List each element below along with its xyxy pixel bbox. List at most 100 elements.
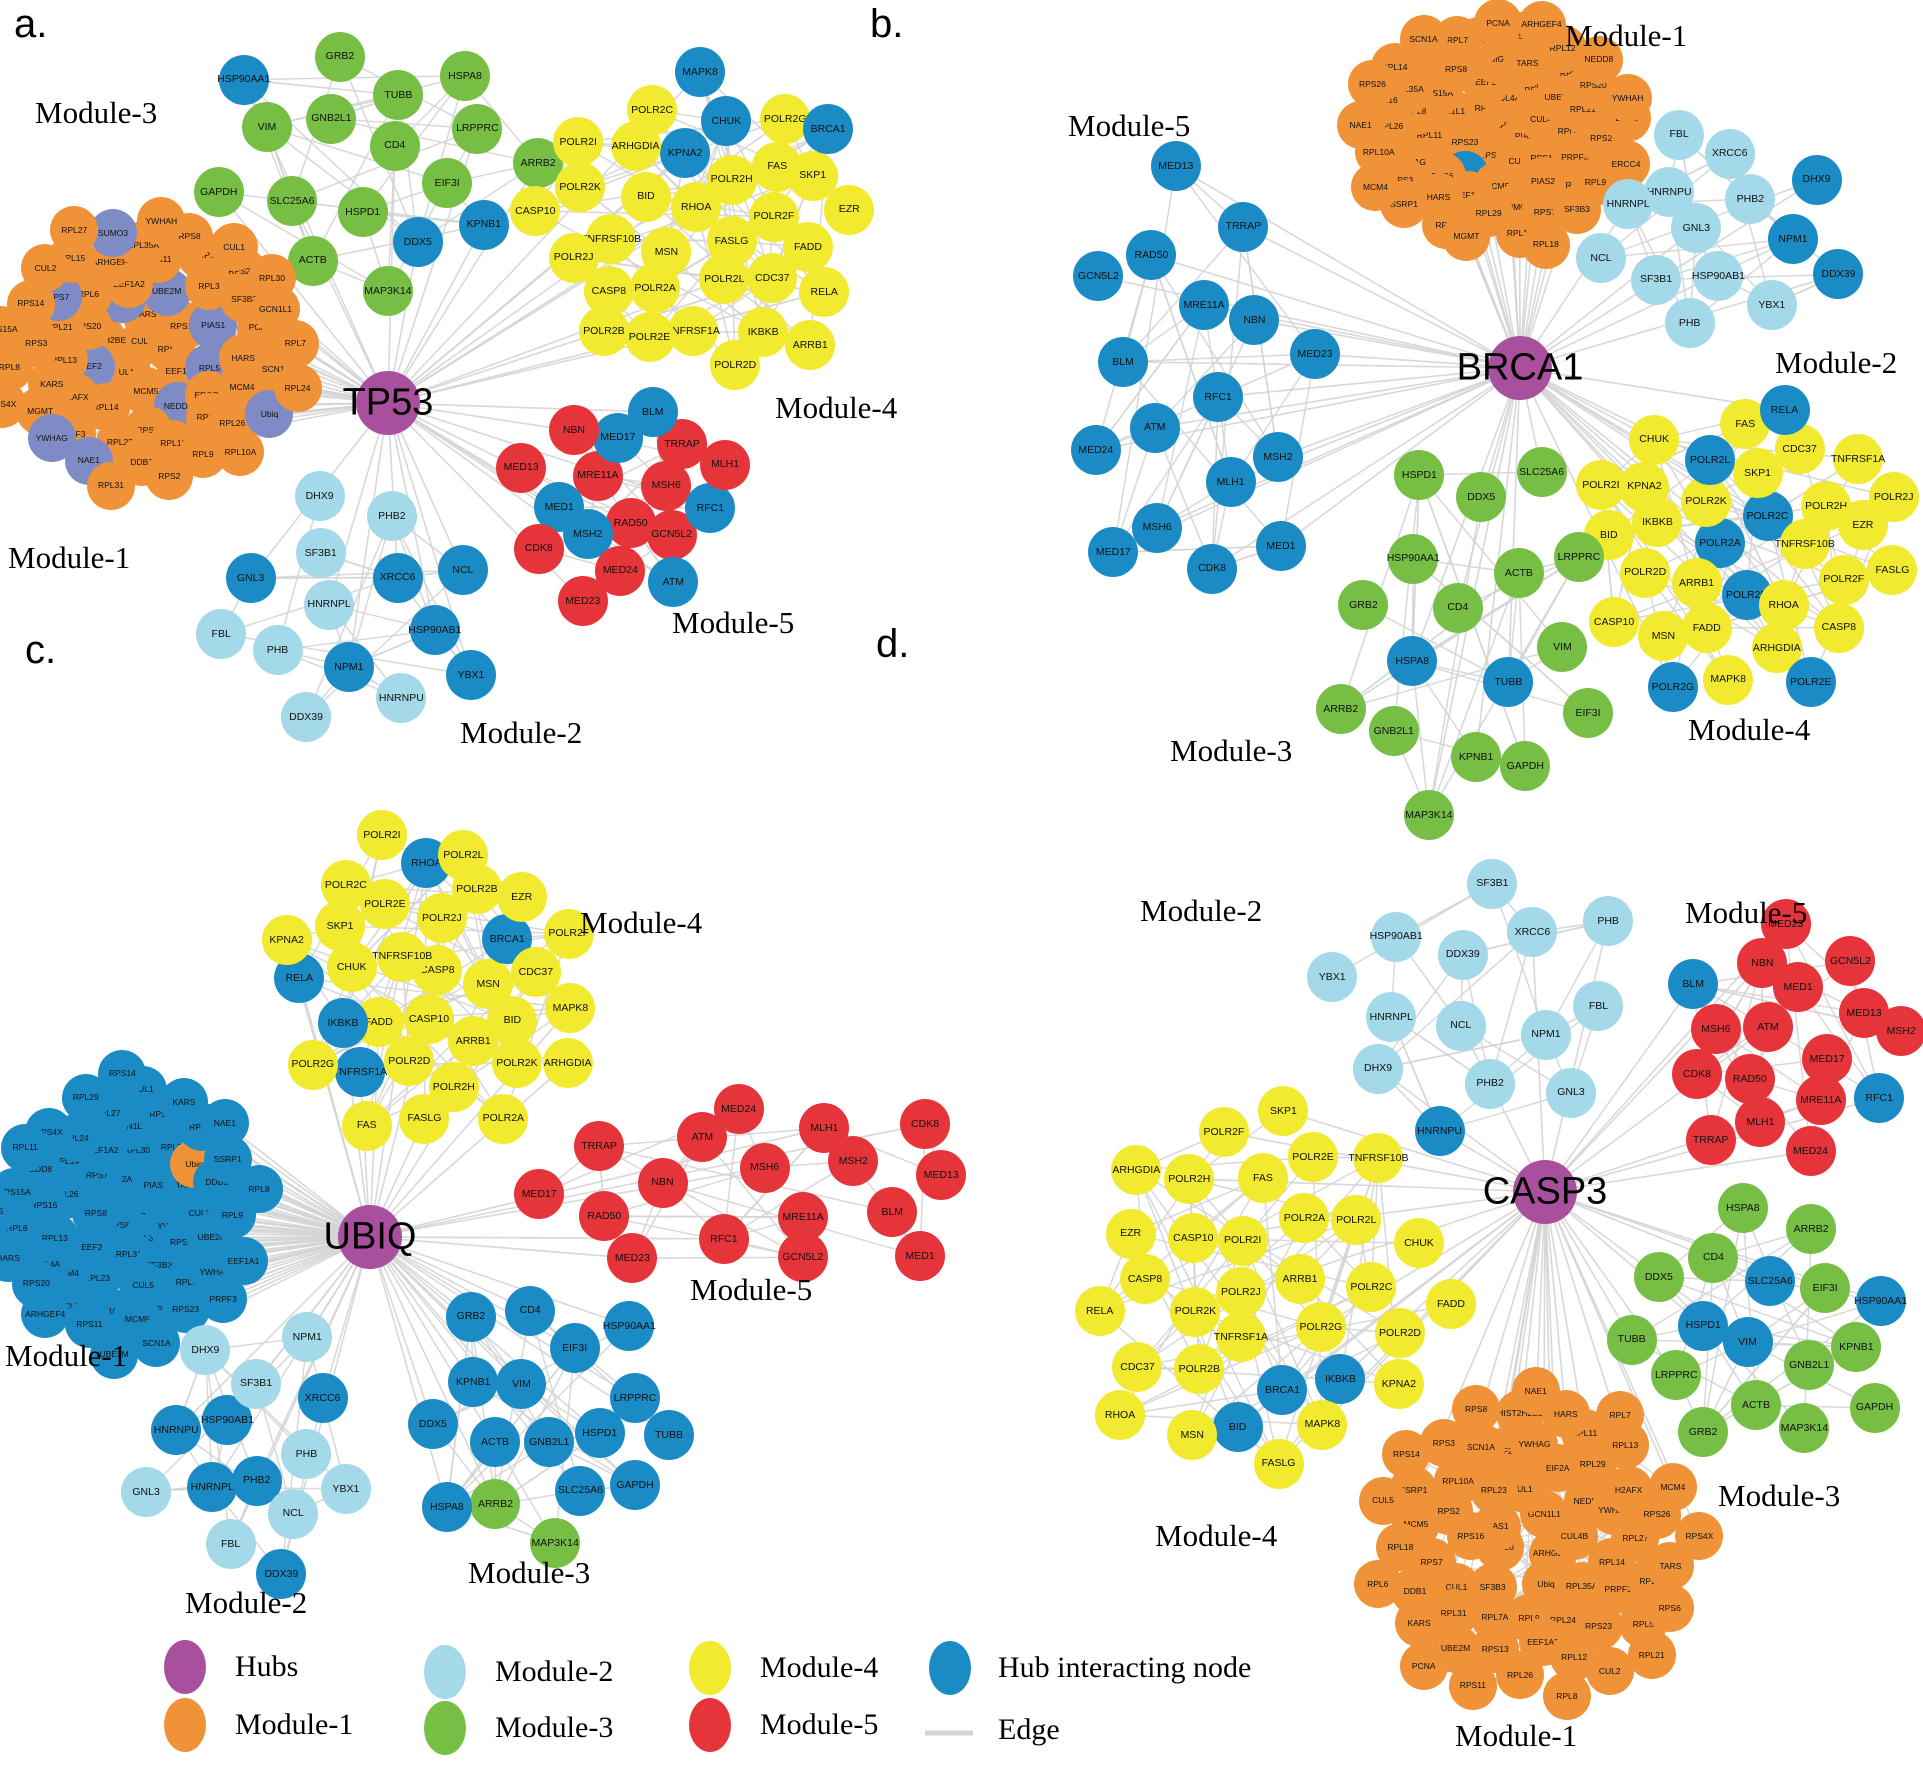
node-polr2i[interactable]: POLR2I [553, 117, 604, 168]
node-ddx5[interactable]: DDX5 [1456, 472, 1507, 523]
node-hsp90ab1[interactable]: HSP90AB1 [1692, 250, 1745, 301]
node-map3k14[interactable]: MAP3K14 [530, 1517, 581, 1568]
node-chuk[interactable]: CHUK [701, 96, 752, 147]
node-lrpprc[interactable]: LRPPRC [610, 1372, 661, 1423]
node-blm[interactable]: BLM [627, 386, 678, 437]
node-mapk8[interactable]: MAPK8 [675, 47, 726, 98]
node-brca1[interactable]: BRCA1 [803, 104, 854, 155]
node-mcm4[interactable]: MCM4 [1351, 163, 1400, 212]
node-cd4[interactable]: CD4 [369, 120, 420, 171]
node-med23[interactable]: MED23 [557, 576, 608, 627]
node-xrcc6[interactable]: XRCC6 [297, 1373, 348, 1424]
node-hspa8[interactable]: HSPA8 [421, 1482, 472, 1533]
node-eif3i[interactable]: EIF3I [1800, 1262, 1851, 1313]
node-fbl[interactable]: FBL [1654, 109, 1705, 160]
node-polr2h[interactable]: POLR2H [1164, 1153, 1215, 1204]
node-gnb2l1[interactable]: GNB2L1 [524, 1417, 575, 1468]
node-rps11[interactable]: RPS11 [1448, 1661, 1497, 1710]
hub-brca1[interactable] [1488, 336, 1552, 400]
node-med23[interactable]: MED23 [607, 1233, 658, 1284]
node-ncl[interactable]: NCL [1435, 1000, 1486, 1051]
node-mlh1[interactable]: MLH1 [799, 1102, 850, 1153]
node-rps8[interactable]: RPS8 [1452, 1384, 1501, 1433]
node-fbl[interactable]: FBL [1573, 981, 1624, 1032]
node-mapk8[interactable]: MAPK8 [1297, 1399, 1348, 1450]
node-rpl10a[interactable]: RPL10A [216, 428, 265, 477]
node-cul2[interactable]: CUL2 [21, 243, 70, 292]
node-cul2[interactable]: CUL2 [1585, 1647, 1634, 1696]
node-rfc1[interactable]: RFC1 [1193, 371, 1244, 422]
node-arrb2[interactable]: ARRB2 [1786, 1204, 1837, 1255]
node-msh6[interactable]: MSH6 [739, 1142, 790, 1193]
node-fadd[interactable]: FADD [782, 222, 833, 273]
node-hsp90aa1[interactable]: HSP90AA1 [217, 54, 270, 105]
node-rad50[interactable]: RAD50 [579, 1191, 630, 1242]
node-msh2[interactable]: MSH2 [1876, 1006, 1923, 1057]
node-hnrnpl[interactable]: HNRNPL [304, 579, 355, 630]
node-polr2d[interactable]: POLR2D [384, 1036, 435, 1086]
node-nbn[interactable]: NBN [1229, 294, 1280, 345]
node-polr2b[interactable]: POLR2B [578, 306, 629, 357]
node-ezr[interactable]: EZR [1105, 1208, 1156, 1259]
node-fas[interactable]: FAS [341, 1100, 392, 1151]
node-ywhah[interactable]: YWHAH [137, 197, 186, 246]
node-phb[interactable]: PHB [252, 624, 303, 675]
node-med17[interactable]: MED17 [514, 1169, 565, 1220]
node-rpl31[interactable]: RPL31 [86, 461, 135, 510]
node-phb2[interactable]: PHB2 [366, 491, 417, 542]
node-prpf3[interactable]: PRPF3 [199, 1275, 248, 1324]
node-atm[interactable]: ATM [648, 557, 699, 608]
node-dhx9[interactable]: DHX9 [180, 1325, 231, 1376]
node-polr2d[interactable]: POLR2D [1375, 1308, 1426, 1359]
node-polr2j[interactable]: POLR2J [1215, 1267, 1266, 1318]
hub-tp53[interactable] [356, 371, 420, 435]
node-rela[interactable]: RELA [1074, 1285, 1125, 1336]
node-cdk8[interactable]: CDK8 [1672, 1049, 1723, 1100]
node-gapdh[interactable]: GAPDH [609, 1460, 660, 1511]
node-gapdh[interactable]: GAPDH [193, 167, 244, 218]
node-actb[interactable]: ACTB [1730, 1380, 1781, 1431]
node-casp8[interactable]: CASP8 [1120, 1253, 1171, 1304]
node-polr2j[interactable]: POLR2J [548, 232, 599, 283]
node-polr2k[interactable]: POLR2K [1170, 1286, 1221, 1337]
node-ddx5[interactable]: DDX5 [407, 1398, 458, 1449]
node-mcm4[interactable]: MCM4 [1648, 1463, 1697, 1512]
node-kpnb1[interactable]: KPNB1 [1831, 1321, 1882, 1372]
node-faslg[interactable]: FASLG [1253, 1438, 1304, 1489]
node-gnl3[interactable]: GNL3 [1545, 1067, 1596, 1118]
node-rpl8[interactable]: RPL8 [234, 1164, 283, 1213]
node-casp10[interactable]: CASP10 [510, 185, 561, 236]
node-tnfrsf1a[interactable]: TNFRSF1A [1831, 433, 1885, 484]
node-gapdh[interactable]: GAPDH [1500, 741, 1551, 792]
node-map3k14[interactable]: MAP3K14 [1403, 789, 1454, 840]
node-tnfrsf1a[interactable]: TNFRSF1A [333, 1047, 387, 1098]
node-casp10[interactable]: CASP10 [403, 994, 454, 1045]
node-rps26[interactable]: RPS26 [1348, 59, 1397, 108]
node-ercc4[interactable]: ERCC4 [1602, 139, 1651, 188]
node-ywhah[interactable]: YWHAH [1603, 74, 1652, 123]
node-polr2f[interactable]: POLR2F [543, 908, 594, 959]
node-polr2c[interactable]: POLR2C [627, 85, 678, 136]
node-polr2g[interactable]: POLR2G [1295, 1302, 1346, 1353]
node-npm1[interactable]: NPM1 [1521, 1009, 1571, 1060]
node-ncl[interactable]: NCL [437, 545, 488, 596]
node-polr2a[interactable]: POLR2A [1279, 1193, 1330, 1244]
node-chuk[interactable]: CHUK [1393, 1218, 1444, 1269]
node-rpl7[interactable]: RPL7 [271, 319, 320, 368]
hub-casp3[interactable] [1513, 1160, 1577, 1224]
node-grb2[interactable]: GRB2 [1338, 580, 1389, 631]
node-trrap[interactable]: TRRAP [1218, 201, 1269, 252]
node-hspa8[interactable]: HSPA8 [1717, 1182, 1768, 1233]
node-rfc1[interactable]: RFC1 [698, 1213, 749, 1264]
node-med24[interactable]: MED24 [1785, 1126, 1836, 1177]
node-hnrnpl[interactable]: HNRNPL [1603, 179, 1654, 230]
node-polr2i[interactable]: POLR2I [1575, 460, 1626, 511]
node-rad50[interactable]: RAD50 [1126, 230, 1177, 281]
node-eif3i[interactable]: EIF3I [1563, 688, 1613, 739]
node-dhx9[interactable]: DHX9 [1353, 1043, 1404, 1094]
node-cdk8[interactable]: CDK8 [513, 523, 564, 574]
node-rpl30[interactable]: RPL30 [247, 254, 296, 303]
node-rpl7[interactable]: RPL7 [1596, 1390, 1645, 1439]
node-gcn5l2[interactable]: GCN5L2 [1825, 936, 1876, 987]
node-rfc1[interactable]: RFC1 [1854, 1072, 1905, 1123]
